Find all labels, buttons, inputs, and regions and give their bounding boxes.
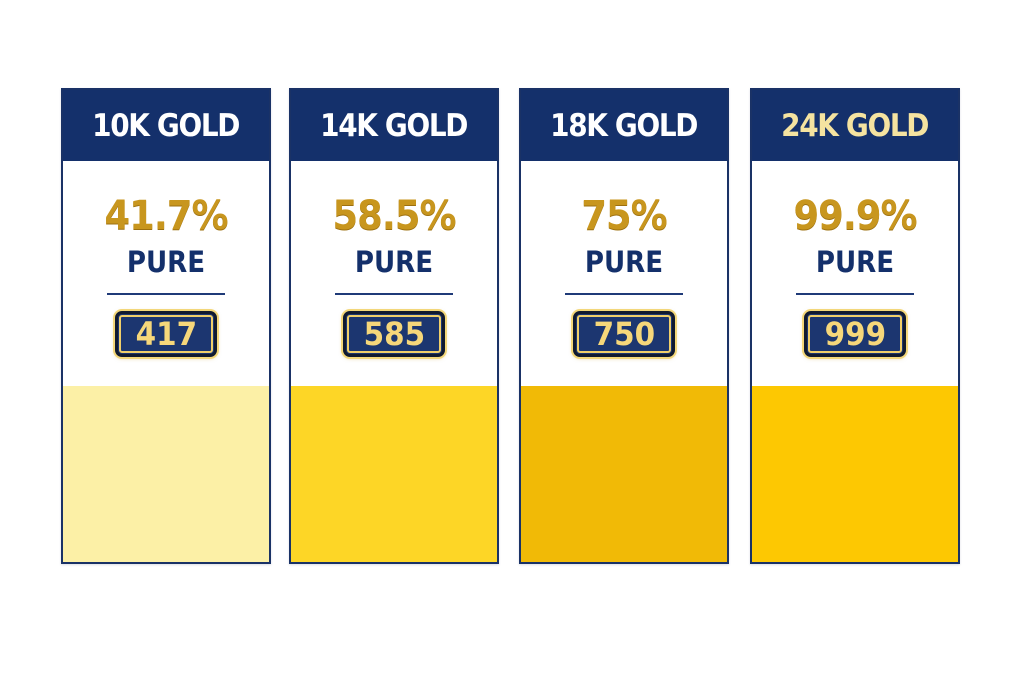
purity-percent: 99.9% bbox=[793, 193, 917, 239]
purity-percent: 41.7% bbox=[104, 193, 228, 239]
karat-title: 18K GOLD bbox=[550, 107, 699, 144]
purity-label: PURE bbox=[815, 245, 895, 279]
card-body: 58.5% PURE 585 bbox=[291, 161, 497, 386]
card-body: 75% PURE 750 bbox=[521, 161, 727, 386]
purity-percent: 58.5% bbox=[332, 193, 456, 239]
hallmark-number: 417 bbox=[135, 315, 197, 353]
divider bbox=[335, 293, 453, 295]
divider bbox=[107, 293, 225, 295]
karat-title: 10K GOLD bbox=[92, 107, 241, 144]
card-header: 14K GOLD bbox=[291, 90, 497, 161]
color-swatch bbox=[521, 386, 727, 562]
card-header: 10K GOLD bbox=[63, 90, 269, 161]
card-body: 41.7% PURE 417 bbox=[63, 161, 269, 386]
karat-title: 14K GOLD bbox=[320, 107, 469, 144]
card-body: 99.9% PURE 999 bbox=[752, 161, 958, 386]
card-14k: 14K GOLD 58.5% PURE 585 bbox=[289, 88, 499, 564]
purity-percent: 75% bbox=[581, 193, 667, 239]
color-swatch bbox=[752, 386, 958, 562]
card-header: 18K GOLD bbox=[521, 90, 727, 161]
hallmark-stamp: 999 bbox=[804, 311, 906, 357]
hallmark-number: 750 bbox=[593, 315, 655, 353]
card-10k: 10K GOLD 41.7% PURE 417 bbox=[61, 88, 271, 564]
card-18k: 18K GOLD 75% PURE 750 bbox=[519, 88, 729, 564]
card-24k: 24K GOLD 99.9% PURE 999 bbox=[750, 88, 960, 564]
purity-label: PURE bbox=[126, 245, 206, 279]
hallmark-stamp: 585 bbox=[343, 311, 445, 357]
hallmark-stamp: 750 bbox=[573, 311, 675, 357]
karat-title: 24K GOLD bbox=[781, 107, 930, 144]
hallmark-stamp: 417 bbox=[115, 311, 217, 357]
hallmark-number: 585 bbox=[363, 315, 425, 353]
divider bbox=[565, 293, 683, 295]
card-header: 24K GOLD bbox=[752, 90, 958, 161]
hallmark-number: 999 bbox=[824, 315, 886, 353]
color-swatch bbox=[291, 386, 497, 562]
color-swatch bbox=[63, 386, 269, 562]
divider bbox=[796, 293, 914, 295]
purity-label: PURE bbox=[354, 245, 434, 279]
purity-label: PURE bbox=[584, 245, 664, 279]
